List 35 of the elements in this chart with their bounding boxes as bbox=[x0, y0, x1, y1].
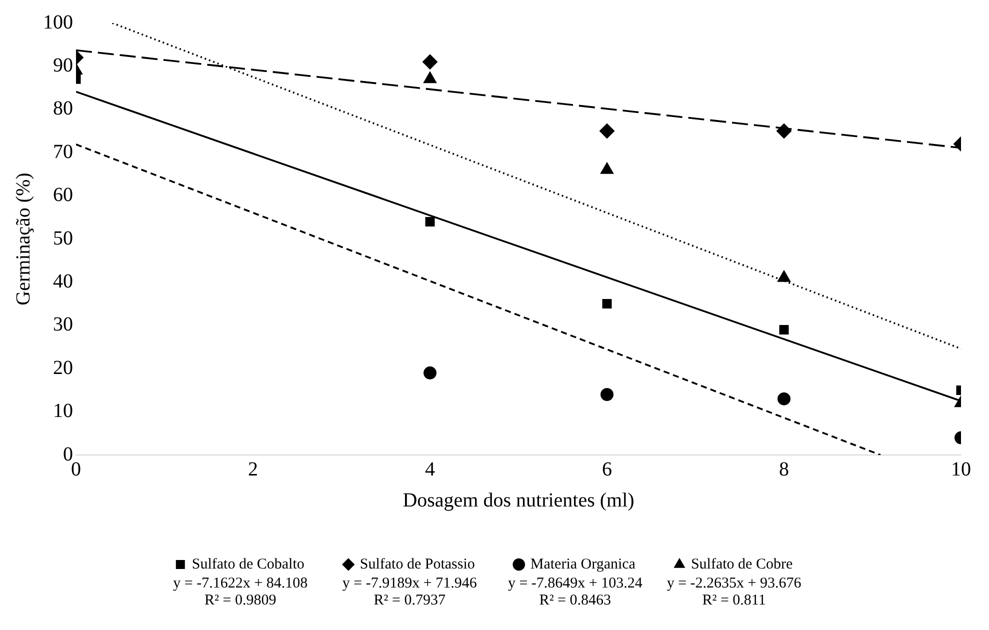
y-tick-label: 50 bbox=[53, 227, 73, 250]
point bbox=[602, 299, 612, 309]
y-tick-label: 80 bbox=[53, 98, 73, 120]
y-tick-label: 100 bbox=[43, 11, 73, 34]
text: y = -7.8649x + 103.24 R² = 0.8463 bbox=[508, 575, 643, 608]
y-tick-label: 0 bbox=[63, 443, 73, 466]
text: y = -7.9189x + 71.946 R² = 0.7937 bbox=[342, 575, 478, 608]
y-tick-label: 60 bbox=[53, 184, 73, 206]
x-tick-label: 4 bbox=[425, 458, 435, 480]
x-tick-label: 10 bbox=[951, 458, 971, 480]
text: y = -2.2635x + 93.676 R² = 0.811 bbox=[666, 575, 802, 608]
text: y = -7.1622x + 84.108 R² = 0.9809 bbox=[173, 575, 308, 608]
point bbox=[600, 124, 614, 138]
y-tick-label: 20 bbox=[53, 356, 73, 379]
x-tick-label: 2 bbox=[248, 458, 258, 480]
x-tick-label: 8 bbox=[779, 458, 789, 480]
y-tick-label: 30 bbox=[53, 314, 73, 336]
point bbox=[424, 366, 436, 380]
y-tick-label: 70 bbox=[53, 140, 73, 163]
point bbox=[779, 324, 789, 334]
point bbox=[422, 54, 438, 70]
point bbox=[600, 388, 614, 402]
y-axis-title: Germinação (%) bbox=[12, 172, 34, 306]
legend-label: Sulfato de Cobre bbox=[690, 556, 793, 572]
legend-label: Materia Organica bbox=[530, 556, 636, 572]
y-tick-label: 90 bbox=[53, 54, 73, 76]
x-tick-label: 6 bbox=[602, 458, 612, 480]
legend-label: Sulfato de Cobalto bbox=[192, 556, 304, 572]
x-axis-title: Dosagem dos nutrientes (ml) bbox=[402, 489, 634, 512]
y-tick-label: 10 bbox=[53, 400, 73, 422]
point bbox=[425, 216, 435, 226]
y-tick-label: 40 bbox=[53, 270, 73, 292]
point bbox=[778, 392, 790, 406]
point bbox=[776, 124, 792, 138]
legend-label: Sulfato de Potassio bbox=[360, 556, 475, 572]
